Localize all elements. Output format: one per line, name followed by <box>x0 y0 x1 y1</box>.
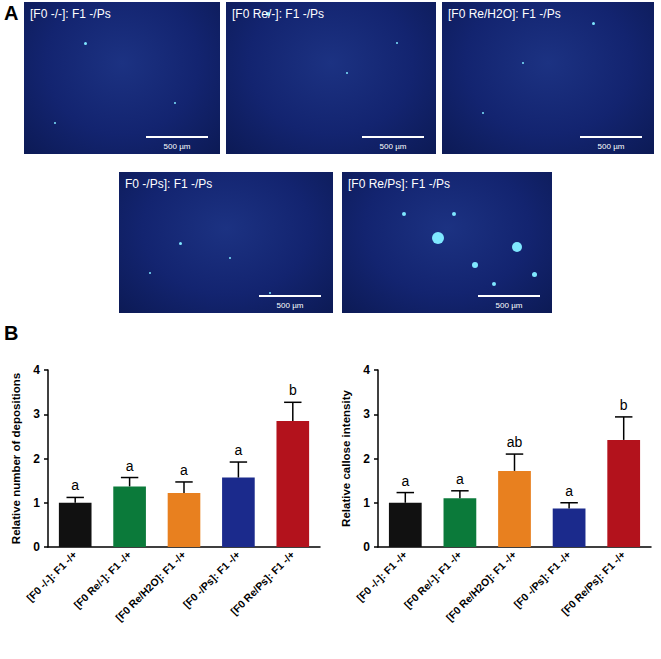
svg-text:[F0 Re/-]: F1 -/+: [F0 Re/-]: F1 -/+ <box>72 549 134 611</box>
svg-text:0: 0 <box>363 540 370 554</box>
html-text:500 µm: 500 µm <box>597 142 625 151</box>
svg-text:a: a <box>235 442 243 458</box>
svg-text:[F0 -/Ps]: F1 -/+: [F0 -/Ps]: F1 -/+ <box>181 549 242 610</box>
svg-text:4: 4 <box>33 363 40 377</box>
svg-text:[F0 Re/-]: F1 -/+: [F0 Re/-]: F1 -/+ <box>402 549 464 611</box>
svg-text:[F0 Re/Ps]: F1 -/+: [F0 Re/Ps]: F1 -/+ <box>229 549 297 617</box>
html-text:500 µm: 500 µm <box>495 301 523 310</box>
html-text:[F0 -/-]: F1 -/Ps: [F0 -/-]: F1 -/Ps <box>30 7 111 21</box>
svg-text:2: 2 <box>33 452 40 466</box>
svg-text:0: 0 <box>33 540 40 554</box>
html-text:[F0 Re/Ps]: F1 -/Ps: [F0 Re/Ps]: F1 -/Ps <box>348 177 450 191</box>
html-text:500 µm: 500 µm <box>379 142 407 151</box>
svg-text:[F0 -/-]: F1 -/+: [F0 -/-]: F1 -/+ <box>355 549 410 604</box>
svg-text:a: a <box>126 458 134 474</box>
svg-text:[F0 Re/Ps]: F1 -/+: [F0 Re/Ps]: F1 -/+ <box>559 549 627 617</box>
svg-text:4: 4 <box>363 363 370 377</box>
svg-text:b: b <box>289 382 297 398</box>
svg-text:3: 3 <box>33 407 40 421</box>
svg-text:b: b <box>620 397 628 413</box>
svg-text:a: a <box>71 477 79 493</box>
svg-text:Relative number of depositions: Relative number of depositions <box>10 373 22 544</box>
html-text:500 µm: 500 µm <box>276 301 304 310</box>
svg-text:a: a <box>180 462 188 478</box>
html-text:[F0 Re/-]: F1 -/Ps: [F0 Re/-]: F1 -/Ps <box>232 7 324 21</box>
svg-text:[F0 Re/H2O]: F1 -/+: [F0 Re/H2O]: F1 -/+ <box>114 549 188 623</box>
svg-text:[F0 Re/H2O]: F1 -/+: [F0 Re/H2O]: F1 -/+ <box>444 549 518 623</box>
html-text:500 µm: 500 µm <box>163 142 191 151</box>
svg-text:Relative callose intensity: Relative callose intensity <box>340 390 352 527</box>
svg-text:3: 3 <box>363 407 370 421</box>
svg-text:1: 1 <box>33 496 40 510</box>
html-text:B: B <box>4 322 19 344</box>
svg-text:a: a <box>401 473 409 489</box>
svg-text:a: a <box>456 471 464 487</box>
svg-text:1: 1 <box>363 496 370 510</box>
svg-text:[F0 -/-]: F1 -/+: [F0 -/-]: F1 -/+ <box>25 549 80 604</box>
svg-text:a: a <box>565 483 573 499</box>
svg-text:ab: ab <box>507 434 523 450</box>
svg-text:2: 2 <box>363 452 370 466</box>
html-text:[F0 Re/H2O]: F1 -/Ps: [F0 Re/H2O]: F1 -/Ps <box>448 7 561 21</box>
svg-text:[F0 -/Ps]: F1 -/+: [F0 -/Ps]: F1 -/+ <box>512 549 573 610</box>
html-text:A: A <box>4 2 19 24</box>
html-text:F0 -/Ps]: F1 -/Ps: F0 -/Ps]: F1 -/Ps <box>125 177 213 191</box>
